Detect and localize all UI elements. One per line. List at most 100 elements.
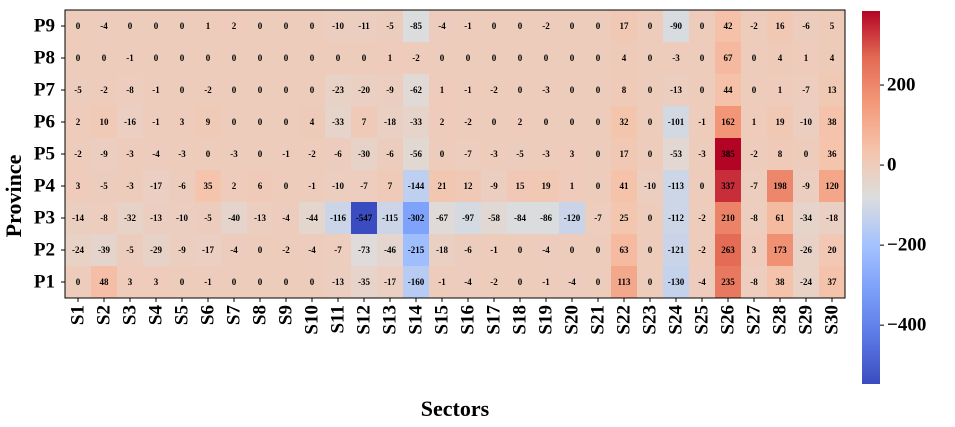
cell-label: -4 [438, 21, 446, 31]
heatmap-cell [273, 202, 300, 235]
cell-label: 13 [828, 85, 838, 95]
cell-label: 0 [440, 53, 445, 63]
cell-label: -112 [668, 213, 685, 223]
heatmap-cell [429, 42, 456, 75]
heatmap-cell [793, 170, 820, 203]
cell-label: -26 [800, 245, 812, 255]
cell-label: 35 [204, 181, 214, 191]
heatmap-cell [455, 74, 482, 107]
heatmap-cell [273, 138, 300, 171]
cell-label: 0 [700, 21, 705, 31]
heatmap-cell [715, 170, 742, 203]
y-tick-label: P5 [34, 143, 55, 164]
heatmap-cell [481, 234, 508, 267]
cell-label: 0 [258, 117, 263, 127]
heatmap-cell [611, 266, 638, 299]
cell-label: 4 [778, 53, 783, 63]
x-tick-label: S29 [795, 305, 816, 335]
heatmap-cell [715, 10, 742, 43]
cell-label: 32 [620, 117, 630, 127]
heatmap-cell [793, 266, 820, 299]
cell-label: 37 [828, 277, 838, 287]
heatmap-cell [247, 10, 274, 43]
cell-label: -10 [332, 181, 344, 191]
cell-label: 9 [206, 117, 211, 127]
cell-label: 67 [724, 53, 734, 63]
heatmap-cell [195, 138, 222, 171]
cell-label: -2 [282, 245, 290, 255]
heatmap-cell [585, 202, 612, 235]
cell-label: -56 [410, 149, 422, 159]
cell-label: 19 [542, 181, 552, 191]
cell-label: 0 [596, 53, 601, 63]
cell-label: 0 [518, 277, 523, 287]
x-tick-label: S21 [587, 305, 608, 335]
heatmap-cell [533, 170, 560, 203]
heatmap-cell [689, 74, 716, 107]
heatmap-cell [507, 202, 534, 235]
cell-label: 3 [752, 245, 757, 255]
cell-label: 19 [776, 117, 786, 127]
cell-label: -23 [332, 85, 344, 95]
x-tick-label: S18 [509, 305, 530, 335]
cell-label: -101 [668, 117, 685, 127]
heatmap-cell [819, 138, 846, 171]
cell-label: -32 [124, 213, 136, 223]
cell-label: -116 [330, 213, 347, 223]
heatmap-cell [195, 42, 222, 75]
heatmap-cell [351, 106, 378, 139]
cell-label: -10 [800, 117, 812, 127]
heatmap-cell [533, 234, 560, 267]
cell-label: -90 [670, 21, 682, 31]
heatmap-cell [403, 234, 430, 267]
heatmap-cell [793, 202, 820, 235]
cell-label: 210 [721, 213, 735, 223]
cell-label: -2 [698, 245, 706, 255]
cell-label: -4 [464, 277, 472, 287]
heatmap-cell [117, 266, 144, 299]
heatmap-cell [117, 234, 144, 267]
heatmap-cell [299, 74, 326, 107]
heatmap-cell [247, 138, 274, 171]
cell-label: 2 [440, 117, 445, 127]
x-tick-label: S7 [223, 305, 244, 326]
cell-label: -13 [332, 277, 344, 287]
heatmap-cell [507, 74, 534, 107]
heatmap-cell [91, 170, 118, 203]
heatmap-cell [793, 138, 820, 171]
cell-label: -2 [698, 213, 706, 223]
cell-label: -86 [540, 213, 552, 223]
cell-label: -1 [282, 149, 290, 159]
heatmap-cell [689, 10, 716, 43]
cell-label: -58 [488, 213, 500, 223]
cell-label: 0 [648, 21, 653, 31]
heatmap-cell [299, 170, 326, 203]
cell-label: 0 [102, 53, 107, 63]
heatmap-cell [663, 74, 690, 107]
heatmap-cell [637, 202, 664, 235]
cell-label: -2 [464, 117, 472, 127]
cell-label: 0 [258, 85, 263, 95]
cell-label: 1 [778, 85, 783, 95]
heatmap-cell [247, 42, 274, 75]
cell-label: -7 [360, 181, 368, 191]
heatmap-cell [117, 10, 144, 43]
colorbar-tick-label: 200 [887, 74, 916, 95]
cell-label: -5 [204, 213, 212, 223]
heatmap-cell [637, 170, 664, 203]
cell-label: -1 [464, 85, 472, 95]
heatmap-cell [91, 266, 118, 299]
cell-label: -5 [516, 149, 524, 159]
cell-label: -8 [100, 213, 108, 223]
x-tick-label: S8 [249, 305, 270, 325]
cell-label: 0 [180, 21, 185, 31]
cell-label: -4 [282, 213, 290, 223]
cell-label: 0 [570, 245, 575, 255]
heatmap-cell [351, 10, 378, 43]
cell-label: -3 [542, 85, 550, 95]
heatmap-cell [715, 266, 742, 299]
heatmap-cell [65, 106, 92, 139]
heatmap-cell [455, 266, 482, 299]
heatmap-cell [247, 74, 274, 107]
heatmap-cell [585, 234, 612, 267]
